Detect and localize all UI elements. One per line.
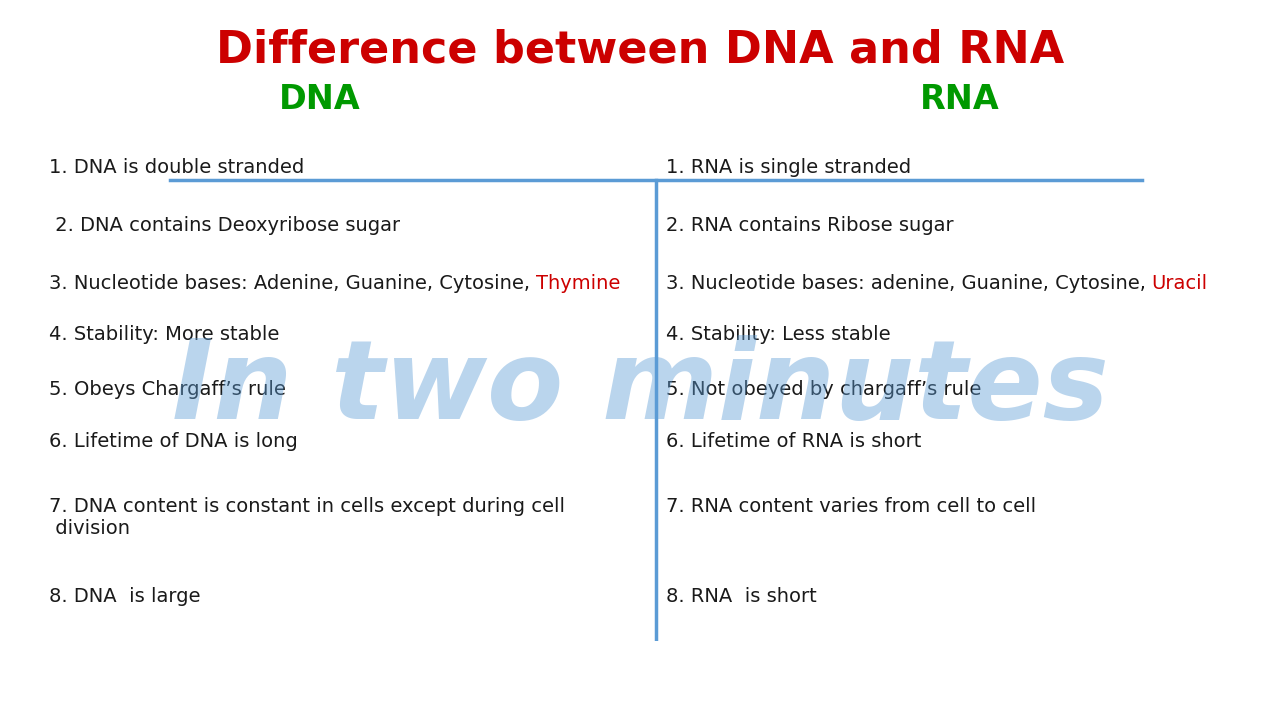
Text: Uracil: Uracil (1152, 274, 1208, 292)
Text: 6. Lifetime of DNA is long: 6. Lifetime of DNA is long (49, 432, 297, 451)
Text: 2. RNA contains Ribose sugar: 2. RNA contains Ribose sugar (666, 216, 954, 235)
Text: 7. RNA content varies from cell to cell: 7. RNA content varies from cell to cell (666, 497, 1036, 516)
Text: 6. Lifetime of RNA is short: 6. Lifetime of RNA is short (666, 432, 922, 451)
Text: Difference between DNA and RNA: Difference between DNA and RNA (216, 29, 1064, 72)
Text: DNA: DNA (279, 83, 361, 116)
Text: 4. Stability: More stable: 4. Stability: More stable (49, 325, 279, 344)
Text: 4. Stability: Less stable: 4. Stability: Less stable (666, 325, 890, 344)
Text: 5. Obeys Chargaff’s rule: 5. Obeys Chargaff’s rule (49, 380, 285, 399)
Text: 2. DNA contains Deoxyribose sugar: 2. DNA contains Deoxyribose sugar (49, 216, 399, 235)
Text: 3. Nucleotide bases: Adenine, Guanine, Cytosine,: 3. Nucleotide bases: Adenine, Guanine, C… (49, 274, 536, 292)
Text: In two minutes: In two minutes (172, 336, 1108, 442)
Text: RNA: RNA (920, 83, 1000, 116)
Text: 7. DNA content is constant in cells except during cell
 division: 7. DNA content is constant in cells exce… (49, 497, 564, 538)
Text: 1. RNA is single stranded: 1. RNA is single stranded (666, 158, 911, 177)
Text: 3. Nucleotide bases: adenine, Guanine, Cytosine,: 3. Nucleotide bases: adenine, Guanine, C… (666, 274, 1152, 292)
Text: Thymine: Thymine (536, 274, 621, 292)
Text: 8. DNA  is large: 8. DNA is large (49, 587, 200, 606)
Text: 8. RNA  is short: 8. RNA is short (666, 587, 817, 606)
Text: 5. Not obeyed by chargaff’s rule: 5. Not obeyed by chargaff’s rule (666, 380, 980, 399)
Text: 1. DNA is double stranded: 1. DNA is double stranded (49, 158, 303, 177)
